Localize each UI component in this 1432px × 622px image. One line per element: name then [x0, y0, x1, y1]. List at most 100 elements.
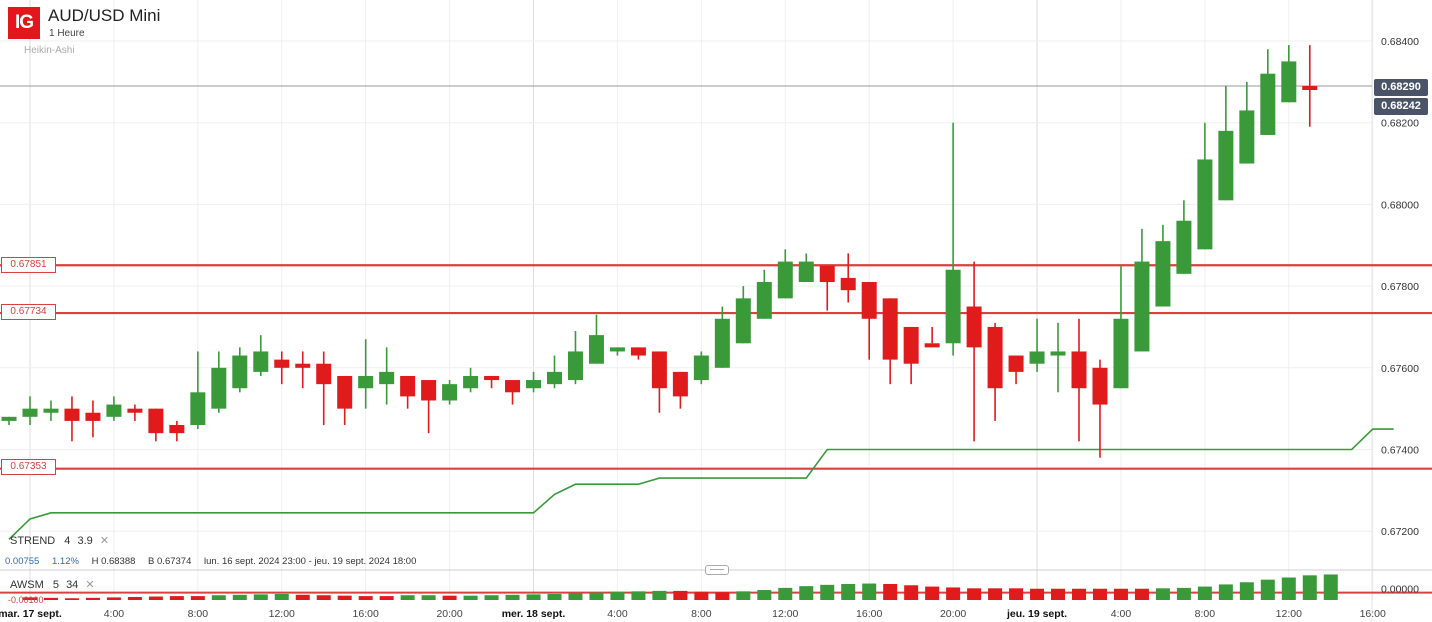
awsm-bar	[568, 593, 583, 600]
awsm-bar	[694, 591, 709, 600]
awsm-bar	[1092, 588, 1107, 600]
candle-body	[148, 408, 164, 434]
candle-body	[547, 371, 562, 385]
awsm-close-icon[interactable]: ✕	[85, 579, 95, 591]
candle-body	[672, 371, 688, 397]
candle-body	[693, 355, 709, 381]
candle-body	[777, 261, 793, 299]
candle-body	[169, 424, 185, 434]
awsm-bar	[526, 594, 541, 600]
candle-body	[484, 375, 500, 381]
instrument-title[interactable]: AUD/USD Mini	[48, 6, 161, 25]
awsm-bar	[463, 595, 478, 600]
candle-body	[316, 363, 332, 385]
awsm-bar	[148, 596, 163, 600]
awsm-bar	[337, 595, 352, 600]
awsm-bar	[1218, 584, 1233, 600]
level-label-2[interactable]: 0.67734	[1, 304, 56, 320]
candle-body	[1281, 61, 1297, 103]
awsm-bar	[862, 583, 877, 600]
awsm-bar	[1134, 588, 1149, 600]
awsm-param-2: 34	[66, 579, 79, 591]
candle-body	[337, 375, 353, 409]
y-tick-label: 0.67600	[1381, 363, 1419, 375]
candle-body	[588, 335, 604, 364]
awsm-bar	[1281, 577, 1296, 600]
y-tick-label: 0.68400	[1381, 36, 1419, 48]
candle-body	[630, 347, 646, 356]
interval-label[interactable]: 1 Heure	[49, 28, 85, 39]
awsm-bar	[841, 583, 856, 600]
pane-resize-handle[interactable]	[705, 565, 729, 575]
change-percent: 1.12%	[51, 556, 79, 567]
candle-body	[400, 375, 416, 397]
strend-close-icon[interactable]: ✕	[99, 535, 110, 547]
awsm-bar	[190, 596, 205, 600]
x-tick-label: 20:00	[940, 608, 966, 620]
candle-body	[274, 359, 290, 368]
awsm-bar	[1009, 588, 1024, 600]
x-tick-label: 8:00	[1195, 608, 1216, 620]
candle-body	[1260, 73, 1276, 135]
level-label-1[interactable]: 0.67851	[1, 257, 56, 273]
x-tick-label: 4:00	[1111, 608, 1132, 620]
awsm-bar	[379, 596, 394, 600]
candle-body	[358, 375, 374, 389]
awsm-bar	[673, 590, 688, 600]
candle-body	[1092, 367, 1108, 405]
y-tick-label: 0.68200	[1381, 118, 1419, 130]
candle-body	[567, 351, 583, 381]
candle-body	[1, 416, 17, 421]
awsm-bar	[1323, 574, 1338, 600]
awsm-bar	[400, 595, 415, 600]
awsm-bar	[1176, 587, 1191, 600]
awsm-bar	[316, 595, 331, 600]
x-tick-label: 20:00	[436, 608, 462, 620]
awsm-bar	[1072, 588, 1086, 600]
candle-body	[1197, 159, 1213, 250]
awsm-zero-label: 0.00000	[1381, 583, 1419, 595]
candle-body	[1155, 241, 1171, 307]
candle-body	[651, 351, 667, 389]
awsm-bar	[1239, 582, 1254, 600]
awsm-bar	[169, 596, 184, 600]
y-tick-label: 0.68000	[1381, 199, 1419, 211]
awsm-bar	[883, 583, 898, 600]
awsm-bar	[1051, 588, 1066, 600]
awsm-bar	[547, 593, 562, 600]
awsm-bar	[253, 594, 268, 600]
supertrend-line	[8, 428, 1394, 540]
high-value: H 0.68388	[91, 556, 136, 567]
low-value: B 0.67374	[148, 556, 192, 567]
awsm-indicator-label[interactable]: AWSM 5 34 ✕	[10, 578, 95, 591]
x-tick-label: 16:00	[353, 608, 379, 620]
candle-body	[22, 408, 38, 417]
awsm-bar	[904, 585, 919, 600]
candle-body	[421, 380, 437, 401]
x-tick-label: 8:00	[188, 608, 209, 620]
candle-body	[85, 412, 101, 421]
awsm-bar	[358, 596, 373, 600]
candle-body	[64, 408, 80, 421]
awsm-bar	[967, 588, 982, 600]
strend-indicator-label[interactable]: STREND 4 3.9 ✕	[10, 534, 109, 547]
level-label-3[interactable]: 0.67353	[1, 459, 56, 475]
change-value: 0.00755	[5, 556, 40, 567]
awsm-bar	[421, 595, 436, 600]
x-tick-label: 12:00	[269, 608, 295, 620]
awsm-bar	[274, 593, 289, 600]
candle-body	[379, 371, 395, 385]
chart-type-label[interactable]: Heikin-Ashi	[24, 45, 75, 56]
y-tick-label: 0.67800	[1381, 281, 1419, 293]
candle-body	[211, 367, 227, 409]
awsm-bar	[23, 597, 37, 600]
x-tick-label: 16:00	[1360, 608, 1386, 620]
awsm-bar	[106, 597, 121, 600]
awsm-bar	[43, 597, 58, 600]
awsm-name: AWSM	[10, 579, 44, 591]
candle-body	[798, 261, 814, 283]
x-tick-label: 4:00	[104, 608, 125, 620]
y-tick-label: 0.67400	[1381, 445, 1419, 457]
current-price-tag: 0.68290	[1374, 79, 1428, 96]
